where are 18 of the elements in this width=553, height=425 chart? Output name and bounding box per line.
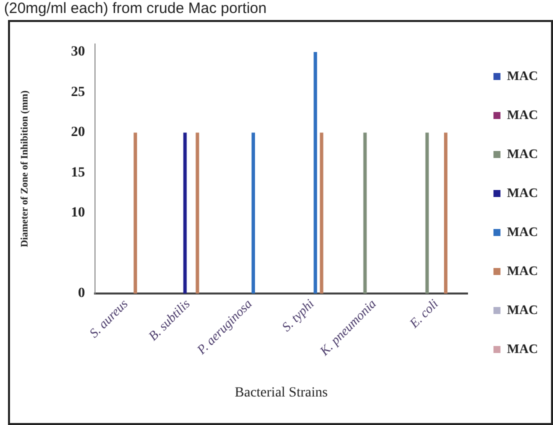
y-tick-label: 30	[71, 44, 85, 60]
legend-label: MAC	[506, 224, 538, 239]
legend-label: MAC	[506, 262, 538, 278]
x-tick-label: E. coli	[406, 296, 442, 332]
y-tick-label: 20	[71, 125, 85, 140]
legend-label: MAC	[506, 184, 538, 200]
y-tick-label: 10	[71, 206, 85, 221]
legend-label: MAC	[506, 146, 538, 161]
legend-label: MAC	[506, 340, 538, 356]
y-tick-label: 15	[71, 165, 85, 180]
x-axis-title: Bacterial Strains	[234, 385, 328, 400]
legend-label: MAC	[506, 68, 538, 83]
y-tick-label: 0	[78, 286, 85, 302]
y-axis-title: Diameter of Zone of Inhibition (mm)	[20, 90, 31, 248]
y-tick-label: 25	[71, 84, 85, 100]
chart-title: (20mg/ml each) from crude Mac portion	[4, 0, 267, 17]
legend-label: MAC	[506, 302, 538, 317]
legend-label: MAC	[506, 106, 538, 122]
